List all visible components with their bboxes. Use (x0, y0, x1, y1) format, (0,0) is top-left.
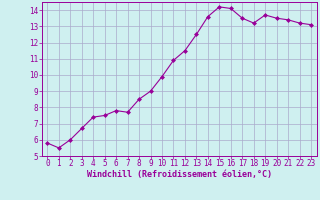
X-axis label: Windchill (Refroidissement éolien,°C): Windchill (Refroidissement éolien,°C) (87, 170, 272, 179)
